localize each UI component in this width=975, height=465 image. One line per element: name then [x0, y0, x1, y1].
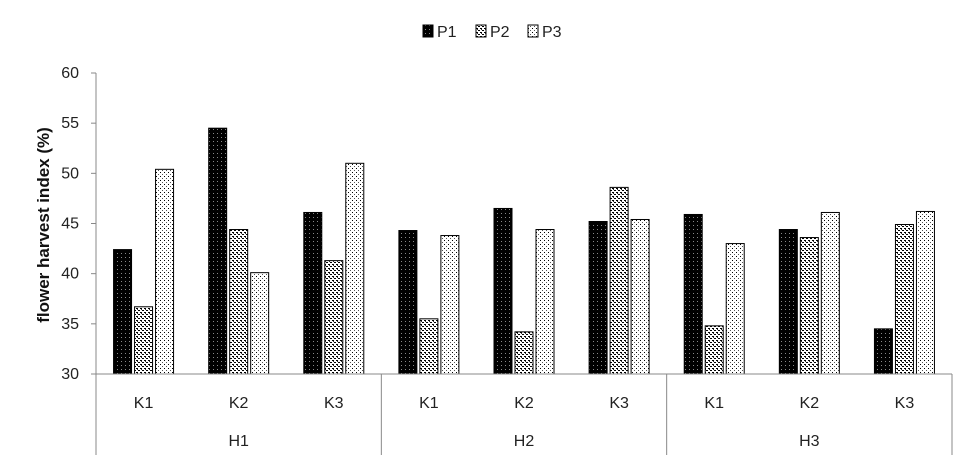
x-tick-label: K3 [324, 395, 344, 412]
bar-p3 [535, 229, 555, 375]
bar-p3 [345, 162, 365, 375]
x-group-label: H1 [228, 433, 249, 450]
bar-p2 [799, 237, 819, 375]
bar-p1 [588, 220, 608, 375]
y-tick-label: 55 [61, 115, 79, 132]
x-group-label: H3 [799, 433, 820, 450]
y-tick-label: 35 [61, 316, 79, 333]
bars [113, 127, 935, 375]
bar-p3 [725, 243, 745, 375]
legend-swatch-p1 [422, 24, 434, 38]
y-axis-label: flower harvest index (%) [34, 127, 53, 323]
bar-p2 [609, 186, 629, 375]
bar-p2 [134, 306, 154, 375]
y-tick-label: 30 [61, 366, 79, 383]
bar-p3 [630, 218, 650, 375]
bar-p1 [683, 213, 703, 375]
x-tick-label: K1 [704, 395, 724, 412]
bar-p1 [113, 249, 133, 375]
x-axis: H1 K1 K2 K3 H2 K1 K2 K3 H3 K1 K2 K3 [95, 373, 953, 455]
bar-p2 [514, 331, 534, 375]
x-tick-label: K2 [800, 395, 820, 412]
bar-p1 [303, 211, 323, 375]
y-axis: 30 35 40 45 50 55 60 [61, 65, 97, 383]
bar-p3 [915, 210, 935, 375]
legend-label-p2: P2 [490, 24, 510, 41]
bar-p1 [398, 230, 418, 375]
bar-p3 [440, 235, 460, 375]
legend-swatch-p3 [527, 24, 539, 38]
legend-swatch-p2 [475, 24, 487, 38]
x-tick-label: K1 [419, 395, 439, 412]
bar-p2 [229, 229, 249, 375]
bar-p3 [155, 168, 175, 375]
bar-p3 [820, 211, 840, 375]
bar-p2 [324, 260, 344, 375]
x-group-label: H2 [514, 433, 535, 450]
y-tick-label: 40 [61, 266, 79, 283]
bar-p1 [873, 328, 893, 375]
bar-p1 [208, 127, 228, 375]
x-tick-label: K2 [514, 395, 534, 412]
bar-p3 [250, 272, 270, 375]
y-tick-label: 45 [61, 216, 79, 233]
legend: P1 P2 P3 [422, 24, 562, 41]
y-tick-label: 50 [61, 165, 79, 182]
y-tick-label: 60 [61, 65, 79, 82]
x-tick-label: K3 [609, 395, 629, 412]
x-tick-label: K1 [134, 395, 154, 412]
bar-p2 [704, 325, 724, 375]
legend-label-p1: P1 [437, 24, 457, 41]
bar-p1 [493, 207, 513, 375]
x-tick-label: K3 [895, 395, 915, 412]
bar-p2 [894, 224, 914, 375]
x-tick-label: K2 [229, 395, 249, 412]
bar-p1 [778, 229, 798, 375]
bar-p2 [419, 318, 439, 375]
legend-label-p3: P3 [542, 24, 562, 41]
